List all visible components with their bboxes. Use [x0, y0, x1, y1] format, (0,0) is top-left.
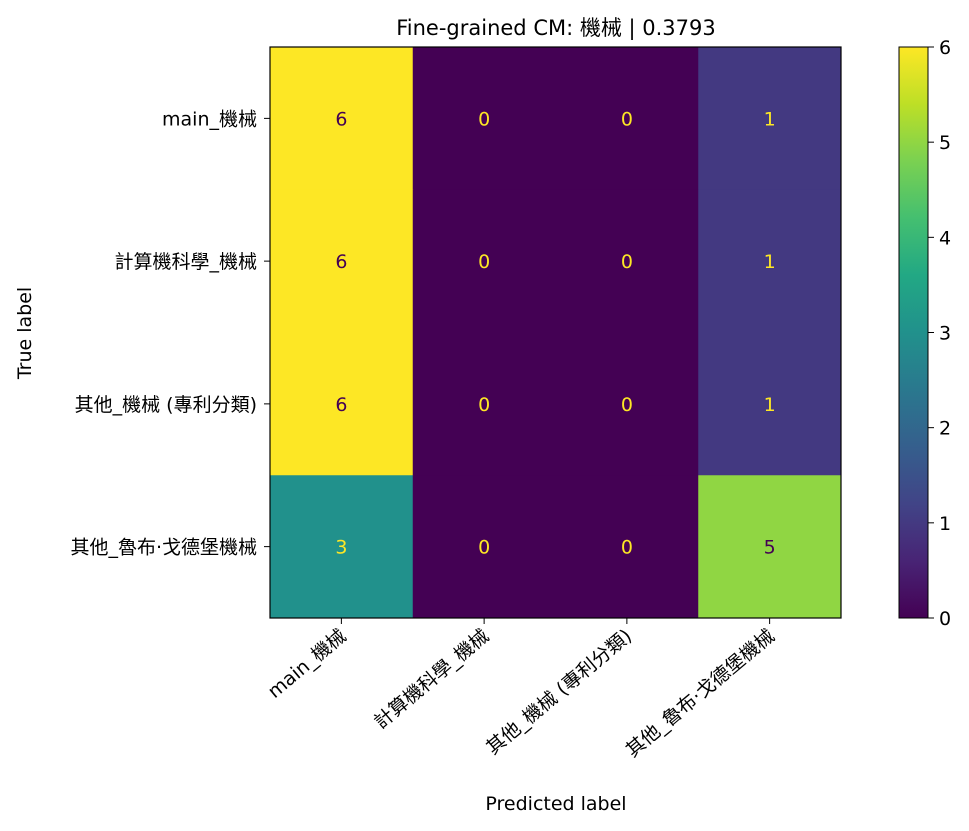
colorbar-bar: [898, 46, 929, 619]
cell-value-label: 6: [335, 108, 347, 130]
x-axis-label: Predicted label: [485, 793, 626, 815]
y-tick-label: main_機械: [162, 108, 257, 130]
y-axis-label: True label: [14, 287, 36, 380]
cell-value-label: 1: [764, 251, 776, 273]
heatmap-cell: [698, 475, 842, 619]
cell-value-label: 0: [478, 108, 490, 130]
colorbar-tick-label: 0: [939, 608, 951, 630]
cell-value-label: 0: [478, 537, 490, 559]
colorbar-tick-label: 1: [939, 513, 951, 535]
heatmap-cell: [270, 189, 414, 333]
heatmap-cell: [412, 475, 556, 619]
heatmap-cell: [555, 47, 699, 191]
cell-value-label: 1: [764, 108, 776, 130]
heatmap-cell: [698, 189, 842, 333]
colorbar-tick-label: 6: [939, 37, 951, 59]
y-tick-label: 計算機科學_機械: [114, 251, 257, 273]
heatmap-cell: [270, 47, 414, 191]
cell-value-label: 0: [621, 251, 633, 273]
heatmap-cell: [270, 475, 414, 619]
y-tick-label: 其他_機械 (專利分類): [75, 394, 257, 416]
chart-title: Fine-grained CM: 機械 | 0.3793: [396, 16, 716, 41]
cell-value-label: 0: [621, 108, 633, 130]
heatmap-cells: 6 0 0 1 6 0 0 1 6 0 0 1 3 0 0 5: [270, 47, 842, 619]
cell-value-label: 1: [764, 394, 776, 416]
cell-value-label: 0: [621, 537, 633, 559]
y-tick-label: 其他_魯布·戈德堡機械: [70, 537, 257, 559]
heatmap-cell: [412, 47, 556, 191]
x-tick-label: 其他_魯布·戈德堡機械: [622, 625, 779, 762]
x-tick-label: 其他_機械 (專利分類): [482, 625, 636, 759]
cell-value-label: 6: [335, 394, 347, 416]
plot-frame: [269, 46, 842, 619]
heatmap-cell: [555, 332, 699, 476]
heatmap-cell: [412, 332, 556, 476]
colorbar-tick-label: 2: [939, 418, 951, 440]
cell-value-label: 0: [621, 394, 633, 416]
cell-value-label: 0: [478, 251, 490, 273]
cell-value-label: 3: [335, 537, 347, 559]
heatmap-cell: [698, 47, 842, 191]
cell-value-label: 5: [764, 537, 776, 559]
colorbar-tick-label: 5: [939, 132, 951, 154]
heatmap-cell: [270, 332, 414, 476]
x-tick-label: main_機械: [264, 625, 351, 703]
heatmap-cell: [555, 475, 699, 619]
heatmap-cell: [555, 189, 699, 333]
cell-value-label: 6: [335, 251, 347, 273]
heatmap-cell: [412, 189, 556, 333]
cell-value-label: 0: [478, 394, 490, 416]
colorbar-tick-label: 3: [939, 323, 951, 345]
heatmap-cell: [698, 332, 842, 476]
x-tick-label: 計算機科學_機械: [370, 625, 493, 733]
colorbar: 0 1 2 3 4 5 6: [898, 37, 951, 630]
colorbar-tick-label: 4: [939, 227, 951, 249]
